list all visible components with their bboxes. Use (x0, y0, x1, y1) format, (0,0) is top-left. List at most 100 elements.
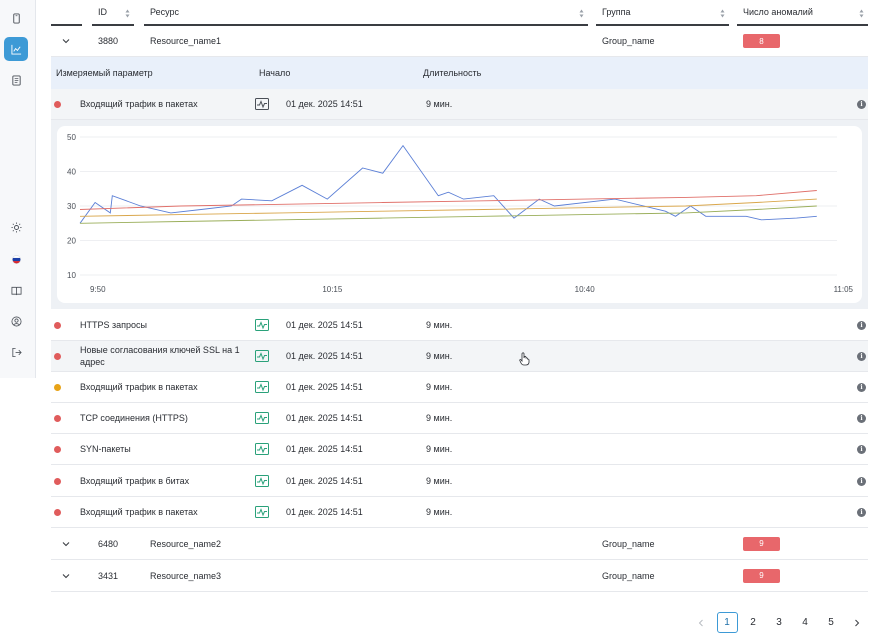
info-icon[interactable]: i (857, 352, 866, 361)
metric-duration: 9 мин. (426, 320, 453, 330)
metric-row[interactable]: Входящий трафик в пакетах 01 дек. 2025 1… (51, 89, 868, 120)
header-group-label: Группа (602, 7, 631, 17)
series-line-3 (79, 205, 817, 224)
metric-duration: 9 мин. (426, 444, 453, 454)
row-resource: Resource_name1 (150, 36, 222, 46)
header-resource[interactable]: Ресурс (144, 0, 588, 26)
table-row[interactable]: 3431 Resource_name3 Group_name 9 (51, 560, 868, 592)
header-group[interactable]: Группа (596, 0, 729, 26)
expand-toggle[interactable] (62, 528, 70, 559)
subheader-start: Начало (259, 68, 291, 78)
chevron-right-icon (855, 619, 860, 626)
metric-start: 01 дек. 2025 14:51 (286, 476, 363, 486)
chart-toggle-icon[interactable] (255, 412, 269, 424)
sort-icon[interactable] (720, 9, 725, 18)
x-tick-label: 11:05 (834, 285, 854, 294)
sort-icon[interactable] (125, 9, 130, 18)
chart-toggle-icon[interactable] (255, 98, 269, 110)
metric-row[interactable]: Входящий трафик в битах 01 дек. 2025 14:… (51, 466, 868, 497)
prev-page-button[interactable] (691, 612, 712, 633)
sidebar-item-language[interactable] (4, 247, 28, 271)
info-icon[interactable]: i (857, 383, 866, 392)
row-id: 6480 (98, 538, 119, 549)
sort-icon[interactable] (579, 9, 584, 18)
info-icon[interactable]: i (857, 100, 866, 109)
header-expand (51, 0, 82, 26)
metric-duration: 9 мин. (426, 99, 453, 109)
chart-toggle-icon[interactable] (255, 506, 269, 518)
row-resource: Resource_name2 (150, 538, 222, 549)
expand-toggle[interactable] (62, 26, 70, 56)
logout-icon (11, 347, 22, 357)
metric-start: 01 дек. 2025 14:51 (286, 507, 363, 517)
pagination: 1 2 3 4 5 (690, 612, 868, 633)
info-icon[interactable]: i (857, 477, 866, 486)
header-id-label: ID (98, 7, 107, 17)
document-icon (11, 74, 21, 86)
x-tick-label: 10:15 (322, 285, 343, 294)
metric-row[interactable]: TCP соединения (HTTPS) 01 дек. 2025 14:5… (51, 403, 868, 434)
anomaly-count-badge: 9 (743, 536, 780, 551)
line-chart: 50 40 30 20 10 9:50 10:15 10:40 11:05 (67, 133, 854, 294)
row-anomalies: 9 (743, 560, 780, 591)
sidebar-item-devices[interactable] (4, 6, 28, 30)
table-row[interactable]: 6480 Resource_name2 Group_name 9 (51, 528, 868, 560)
y-tick-label: 10 (67, 271, 76, 280)
page-button[interactable]: 4 (802, 617, 808, 628)
sidebar-item-profile[interactable] (4, 309, 28, 333)
row-group: Group_name (602, 570, 655, 581)
info-icon[interactable]: i (857, 414, 866, 423)
metric-row[interactable]: Входящий трафик в пакетах 01 дек. 2025 1… (51, 497, 868, 528)
sidebar-item-docs[interactable] (4, 278, 28, 302)
chart-toggle-icon[interactable] (255, 443, 269, 455)
metric-duration: 9 мин. (426, 507, 453, 517)
subheader-param: Измеряемый параметр (56, 68, 153, 78)
anomaly-count-badge: 8 (743, 34, 780, 48)
info-icon[interactable]: i (857, 321, 866, 330)
header-id[interactable]: ID (92, 0, 134, 26)
page-button[interactable]: 3 (776, 617, 782, 628)
info-icon[interactable]: i (857, 508, 866, 517)
metric-row[interactable]: HTTPS запросы 01 дек. 2025 14:51 9 мин. … (51, 310, 868, 341)
sort-icon[interactable] (859, 9, 864, 18)
chart-toggle-icon[interactable] (255, 350, 269, 362)
subheader-duration: Длительность (423, 68, 482, 78)
row-anomalies: 8 (743, 26, 780, 56)
book-icon (11, 286, 21, 295)
sidebar (0, 0, 36, 378)
sidebar-item-reports[interactable] (4, 68, 28, 92)
table-row[interactable]: 3880 Resource_name1 Group_name 8 (51, 26, 868, 57)
line-chart-icon (10, 44, 21, 55)
chart-toggle-icon[interactable] (255, 475, 269, 487)
user-circle-icon (11, 316, 21, 326)
next-page-button[interactable] (847, 612, 868, 633)
chevron-down-icon (62, 573, 70, 578)
status-dot (54, 353, 61, 360)
info-icon[interactable]: i (857, 445, 866, 454)
device-icon (12, 12, 20, 24)
chart-toggle-icon[interactable] (255, 319, 269, 331)
subtable-header: Измеряемый параметр Начало Длительность (51, 57, 868, 89)
page-button[interactable]: 5 (828, 617, 834, 628)
chart-toggle-icon[interactable] (255, 381, 269, 393)
table-header: ID Ресурс Группа Число аномалий (51, 0, 868, 26)
sun-icon (10, 221, 22, 233)
status-dot (54, 509, 61, 516)
metric-name: Новые согласования ключей SSL на 1 адрес (80, 345, 240, 367)
page-button[interactable]: 2 (750, 617, 756, 628)
sidebar-item-analytics[interactable] (4, 37, 28, 61)
metric-row[interactable]: Новые согласования ключей SSL на 1 адрес… (51, 341, 868, 372)
status-dot (54, 478, 61, 485)
metric-start: 01 дек. 2025 14:51 (286, 413, 363, 423)
x-tick-label: 9:50 (90, 285, 106, 294)
anomaly-count-badge: 9 (743, 568, 780, 583)
expand-toggle[interactable] (62, 560, 70, 591)
metric-row[interactable]: Входящий трафик в пакетах 01 дек. 2025 1… (51, 372, 868, 403)
sidebar-item-theme[interactable] (4, 215, 28, 239)
metric-row[interactable]: SYN-пакеты 01 дек. 2025 14:51 9 мин. i (51, 434, 868, 465)
status-dot (54, 101, 61, 108)
header-anomalies[interactable]: Число аномалий (737, 0, 868, 26)
page-button[interactable]: 1 (716, 612, 738, 633)
sidebar-item-logout[interactable] (4, 340, 28, 364)
chart-card: 50 40 30 20 10 9:50 10:15 10:40 11:05 (57, 126, 862, 303)
